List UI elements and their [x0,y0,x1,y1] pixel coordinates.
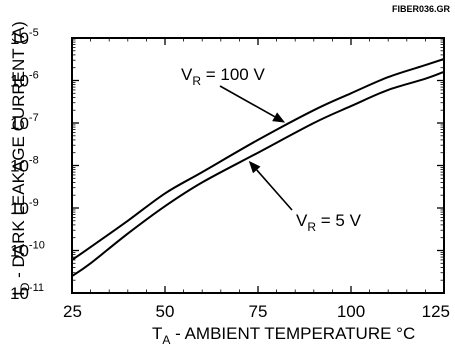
y-tick-label: 10-7 [10,112,39,133]
y-tick-label: 10-6 [10,70,39,91]
x-tick-label: 125 [422,302,450,321]
series-annotation-label: VR = 100 V [181,65,265,88]
y-tick-label: 10-9 [10,197,39,218]
y-axis-title: ID - DARK LEAKAGE CURRENT (A) [9,21,32,296]
series-annotation-label: VR = 5 V [296,211,362,234]
y-tick-label: 10-10 [10,240,45,261]
y-axis-ticks: 10-5 10-6 10-7 10-8 10-9 10-10 10-11 [10,27,444,303]
y-tick-label: 10-5 [10,27,39,48]
series-line-1 [71,70,445,277]
x-axis-ticks: 25 50 75 100 125 [63,38,450,321]
figure-id: FIBER036.GR [392,4,451,14]
series-group [71,58,445,277]
annotation-arrowhead [248,160,261,174]
annotation-arrow-line [219,85,276,118]
annotation-arrow-line [256,169,293,211]
x-tick-label: 50 [156,302,175,321]
annotation-group: VR = 100 V VR = 5 V [181,65,362,234]
annotation-arrowhead [272,112,286,123]
series-line-0 [71,58,445,261]
y-tick-label: 10-11 [10,282,44,303]
x-tick-label: 100 [337,302,365,321]
x-tick-label: 25 [63,302,82,321]
x-axis-title: TA - AMBIENT TEMPERATURE °C [152,324,415,347]
y-tick-label: 10-8 [10,155,39,176]
x-tick-label: 75 [249,302,268,321]
